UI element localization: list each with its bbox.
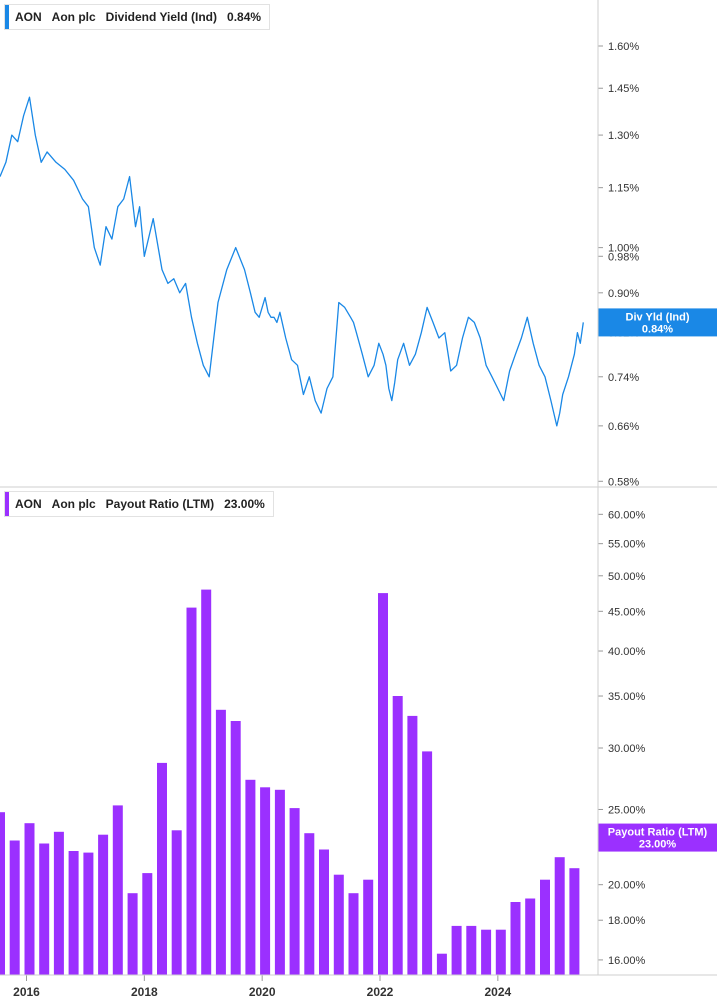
y-tick-label: 25.00%	[608, 804, 646, 816]
legend-color-swatch	[5, 5, 9, 29]
dividend-yield-panel: 1.60%1.45%1.30%1.15%1.00%0.98%0.90%0.82%…	[0, 41, 717, 488]
payout-ratio-bar	[68, 851, 79, 975]
y-tick-label: 60.00%	[608, 509, 646, 521]
legend-ticker: AON	[15, 10, 42, 24]
legend-value: 0.84%	[227, 10, 262, 24]
payout-ratio-bar	[142, 873, 153, 975]
payout-ratio-bar	[53, 831, 64, 975]
payout-ratio-bar	[98, 834, 109, 975]
payout-ratio-bar	[127, 893, 138, 975]
payout-ratio-bar	[466, 925, 477, 975]
payout-ratio-bar	[304, 833, 315, 975]
payout-ratio-callout-label: Payout Ratio (LTM)	[608, 827, 708, 839]
y-tick-label: 45.00%	[608, 606, 646, 618]
payout-ratio-bar	[407, 715, 418, 975]
payout-ratio-bar	[319, 849, 329, 975]
payout-ratio-bar	[112, 805, 123, 975]
payout-ratio-bar	[451, 925, 462, 975]
y-tick-label: 1.15%	[608, 183, 639, 195]
payout-ratio-bar	[495, 929, 506, 975]
y-tick-label: 1.60%	[608, 41, 639, 53]
payout-ratio-bar	[274, 789, 285, 975]
y-tick-label: 20.00%	[608, 880, 646, 892]
legend-company: Aon plc	[51, 10, 96, 24]
payout-ratio-bar	[157, 762, 167, 975]
dividend-yield-legend: AON Aon plc Dividend Yield (Ind) 0.84%	[4, 4, 271, 30]
y-tick-label: 1.00%	[608, 243, 639, 255]
y-tick-label: 35.00%	[608, 691, 646, 703]
payout-ratio-bar	[554, 857, 565, 975]
legend-metric: Payout Ratio (LTM)	[105, 497, 215, 511]
payout-ratio-bar	[378, 593, 388, 975]
payout-ratio-bar	[436, 953, 447, 975]
payout-ratio-bar	[215, 709, 226, 975]
payout-ratio-bar	[9, 840, 20, 975]
payout-ratio-bar	[540, 879, 550, 975]
x-axis: 2016 2018 2020 2022 2024	[13, 975, 512, 999]
y-tick-label: 50.00%	[608, 571, 646, 583]
payout-ratio-bar	[363, 879, 374, 975]
payout-ratio-bar	[39, 843, 50, 975]
dividend-yield-series-line	[0, 96, 584, 427]
y-tick-label: 0.66%	[608, 421, 639, 433]
y-tick-label: 0.58%	[608, 476, 639, 488]
payout-ratio-bar	[230, 721, 241, 975]
payout-ratio-bar	[0, 812, 5, 975]
x-tick-label: 2022	[367, 985, 394, 999]
payout-ratio-bar	[186, 607, 197, 975]
payout-ratio-bar	[525, 898, 536, 975]
y-tick-label: 0.90%	[608, 288, 639, 300]
payout-ratio-bar	[481, 929, 492, 975]
payout-ratio-bar	[83, 852, 94, 975]
payout-ratio-bar	[260, 787, 271, 975]
y-tick-label: 30.00%	[608, 743, 646, 755]
payout-ratio-bar	[289, 808, 300, 975]
x-tick-label: 2020	[249, 985, 276, 999]
payout-ratio-bar	[348, 893, 359, 975]
payout-ratio-callout	[598, 823, 717, 852]
x-tick-label: 2016	[13, 985, 40, 999]
y-tick-label: 1.45%	[608, 83, 639, 95]
legend-ticker: AON	[15, 497, 42, 511]
legend-metric: Dividend Yield (Ind)	[105, 10, 218, 24]
payout-ratio-bar	[510, 902, 521, 975]
payout-ratio-bar	[171, 830, 182, 975]
payout-ratio-callout-value: 23.00%	[639, 839, 677, 851]
payout-ratio-bar	[422, 751, 433, 975]
y-tick-label: 16.00%	[608, 955, 646, 967]
payout-ratio-bar	[201, 589, 212, 975]
x-tick-label: 2024	[484, 985, 511, 999]
payout-ratio-bar	[392, 696, 403, 975]
dividend-yield-callout-label: Div Yld (Ind)	[626, 311, 690, 323]
legend-color-swatch	[5, 492, 9, 516]
dividend-yield-callout-value: 0.84%	[642, 323, 673, 335]
payout-ratio-panel: 60.00% 55.00% 50.00% 45.00% 40.00% 35.00% 30.0…	[0, 509, 717, 975]
payout-ratio-bar	[245, 779, 256, 975]
legend-company: Aon plc	[51, 497, 96, 511]
payout-ratio-legend: AON Aon plc Payout Ratio (LTM) 23.00%	[4, 491, 274, 517]
dividend-yield-callout	[598, 308, 717, 337]
y-tick-label: 55.00%	[608, 539, 646, 551]
payout-ratio-bar	[333, 874, 344, 975]
payout-ratio-bar	[24, 823, 35, 975]
y-tick-label: 0.98%	[608, 251, 639, 263]
legend-value: 23.00%	[224, 497, 265, 511]
y-tick-label: 1.30%	[608, 130, 639, 142]
y-tick-label: 18.00%	[608, 915, 646, 927]
y-tick-label: 40.00%	[608, 646, 646, 658]
x-tick-label: 2018	[131, 985, 158, 999]
payout-ratio-bar	[569, 868, 580, 975]
y-tick-label: 0.74%	[608, 372, 639, 384]
